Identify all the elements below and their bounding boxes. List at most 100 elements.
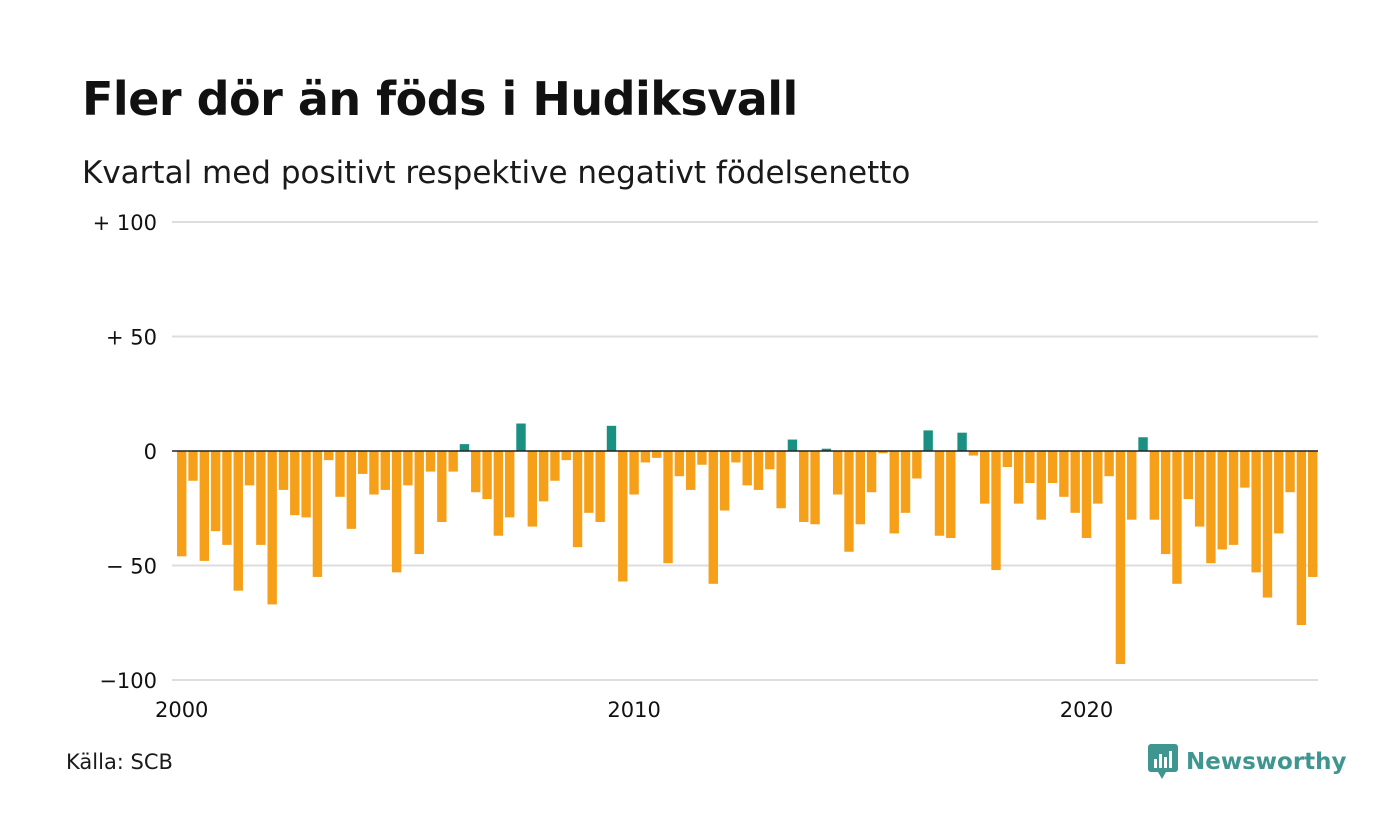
bar-negative [697, 451, 707, 465]
bar-negative [1115, 451, 1126, 664]
bar-positive [516, 423, 526, 451]
bar-negative [1217, 451, 1227, 550]
bar-negative [1047, 451, 1058, 484]
y-tick-label: 0 [144, 440, 157, 464]
bar-negative [1308, 451, 1318, 577]
bar-negative [584, 451, 594, 513]
bar-negative [889, 451, 899, 534]
x-tick-label: 2010 [607, 698, 660, 722]
bar-negative [572, 451, 583, 548]
bar-negative [493, 451, 504, 536]
bar-negative [1025, 451, 1035, 484]
bar-negative [832, 451, 843, 495]
bar-negative [199, 451, 210, 561]
bar-negative [640, 451, 651, 463]
bar-negative [1013, 451, 1024, 504]
bar-chart: + 100 + 50 0 − 50 −100 2000 2010 2020 [93, 211, 1318, 722]
x-tick-label: 2020 [1060, 698, 1113, 722]
bar-negative [222, 451, 232, 545]
bar-negative [380, 451, 390, 490]
bar-negative [991, 451, 1001, 571]
bar-negative [1274, 451, 1284, 534]
bar-negative [618, 451, 628, 582]
bar-negative [1172, 451, 1182, 584]
bar-negative [946, 451, 956, 539]
bar-negative [1093, 451, 1103, 504]
bar-negative [244, 451, 255, 486]
bar-negative [1036, 451, 1046, 520]
bar-negative [448, 451, 458, 472]
bar-negative [312, 451, 323, 577]
bar-negative [912, 451, 922, 479]
bar-negative [188, 451, 198, 481]
bar-negative [1070, 451, 1080, 513]
bar-negative [278, 451, 289, 490]
bar-negative [267, 451, 277, 605]
bar-negative [301, 451, 311, 518]
bar-negative [719, 451, 730, 511]
bar-positive [787, 439, 798, 451]
source-note: Källa: SCB [66, 750, 173, 774]
bar-positive [459, 444, 470, 451]
bar-negative [425, 451, 436, 472]
bar-negative [595, 451, 605, 522]
bar-negative [810, 451, 820, 525]
bar-negative [1002, 451, 1013, 468]
bar-negative [878, 451, 888, 454]
bar-negative [561, 451, 571, 461]
grid-lines [172, 221, 1318, 681]
bar-negative [177, 451, 187, 557]
bar-negative [776, 451, 786, 509]
bar-negative [210, 451, 221, 532]
bar-positive [1138, 437, 1148, 451]
bar-negative [1059, 451, 1069, 497]
bar-negative [1127, 451, 1137, 520]
bar-negative [403, 451, 413, 486]
bar-negative [674, 451, 685, 477]
chart-subtitle: Kvartal med positivt respektive negativt… [82, 155, 911, 191]
bar-negative [708, 451, 718, 584]
bar-negative [504, 451, 515, 518]
bar-negative [855, 451, 865, 525]
bar-negative [346, 451, 357, 529]
x-axis-labels: 2000 2010 2020 [155, 698, 1113, 722]
bar-negative [471, 451, 481, 493]
brand-logo: Newsworthy [1148, 744, 1347, 780]
bar-negative [1228, 451, 1239, 545]
bar-negative [256, 451, 266, 545]
bar-negative [1251, 451, 1261, 573]
bar-negative [1104, 451, 1114, 477]
bar-negative [391, 451, 402, 573]
bar-positive [606, 425, 617, 451]
bar-negative [1296, 451, 1307, 626]
bar-positive [957, 432, 967, 451]
bar-negative [1240, 451, 1250, 488]
bar-positive [923, 430, 933, 451]
bar-negative [527, 451, 538, 527]
bar-negative [357, 451, 368, 474]
newsworthy-logo-icon [1148, 744, 1178, 779]
y-tick-label: + 50 [106, 326, 157, 350]
y-axis-labels: + 100 + 50 0 − 50 −100 [93, 211, 157, 693]
brand-name: Newsworthy [1186, 749, 1347, 775]
bar-negative [1262, 451, 1273, 598]
bar-negative [414, 451, 424, 555]
bar-negative [652, 451, 662, 458]
bar-negative [324, 451, 334, 461]
bar-negative [290, 451, 300, 516]
x-tick-label: 2000 [155, 698, 208, 722]
bar-negative [1160, 451, 1171, 555]
bar-negative [1206, 451, 1216, 564]
bar-negative [980, 451, 990, 504]
bar-negative [753, 451, 764, 490]
bar-negative [900, 451, 911, 513]
bar-negative [968, 451, 979, 456]
chart-title: Fler dör än föds i Hudiksvall [82, 72, 798, 126]
bar-negative [765, 451, 775, 470]
bar-negative [1081, 451, 1092, 539]
bar-negative [799, 451, 809, 522]
bar-negative [663, 451, 673, 564]
bar-negative [1194, 451, 1205, 527]
y-tick-label: + 100 [93, 211, 157, 235]
bar-negative [233, 451, 243, 591]
